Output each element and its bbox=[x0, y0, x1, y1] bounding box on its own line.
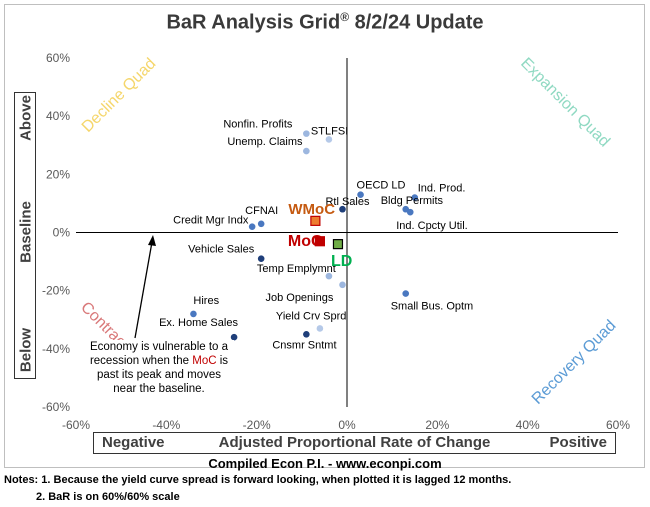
data-point-label: Small Bus. Optm bbox=[391, 301, 474, 313]
x-tick-label: -60% bbox=[62, 418, 90, 432]
y-axis-label-box bbox=[14, 92, 36, 379]
data-point bbox=[257, 220, 265, 228]
data-point bbox=[339, 205, 346, 213]
y-tick-label: -60% bbox=[42, 400, 70, 414]
x-tick-label: 20% bbox=[425, 418, 449, 432]
data-point bbox=[303, 330, 310, 338]
data-point-label: Nonfin. Profits bbox=[223, 119, 293, 131]
data-point-label: Job Openings bbox=[265, 292, 333, 304]
data-point-label: Cnsmr Sntmt bbox=[272, 339, 336, 351]
summary-marker bbox=[310, 215, 321, 226]
data-point bbox=[316, 325, 324, 332]
data-point bbox=[325, 136, 333, 143]
x-tick-label: 0% bbox=[338, 418, 356, 432]
data-point bbox=[230, 333, 238, 341]
summary-marker-label: LD bbox=[331, 253, 352, 270]
x-label-negative: Negative bbox=[102, 434, 165, 451]
y-tick-label: 20% bbox=[46, 167, 70, 181]
annotation-line-3: past its peak and moves bbox=[96, 369, 221, 381]
data-point bbox=[325, 272, 333, 280]
data-point-label: Temp Emplymnt bbox=[257, 263, 336, 275]
summary-marker-label: WMoC bbox=[288, 201, 335, 218]
data-point bbox=[357, 191, 364, 198]
data-point-label: Hires bbox=[193, 295, 219, 307]
summary-marker bbox=[314, 236, 325, 247]
y-tick-label: 40% bbox=[46, 109, 70, 123]
annotation-box: Economy is vulnerable to a recession whe… bbox=[84, 340, 234, 396]
y-tick-label: -40% bbox=[42, 342, 70, 356]
data-point bbox=[402, 290, 410, 297]
y-label-below: Below bbox=[17, 327, 35, 373]
data-point bbox=[257, 255, 265, 262]
annotation-line-1: Economy is vulnerable to a bbox=[89, 341, 229, 353]
quadrant-label-expansion: Expansion Quad bbox=[517, 55, 613, 151]
annotation-line-2: recession when the MoC is bbox=[89, 355, 229, 367]
annotation-arrow-head bbox=[148, 235, 156, 246]
data-point-label: Yield Crv Sprd bbox=[276, 310, 347, 322]
x-axis-title: Adjusted Proportional Rate of Change bbox=[218, 434, 491, 451]
quadrant-label-recovery: Recovery Quad bbox=[529, 317, 620, 408]
data-point bbox=[339, 281, 346, 289]
x-tick-label: -20% bbox=[243, 418, 271, 432]
y-tick-label: 0% bbox=[53, 226, 71, 240]
y-tick-label: 60% bbox=[46, 51, 70, 65]
data-point-label: Ex. Home Sales bbox=[159, 317, 238, 329]
note-2: 2. BaR is on 60%/60% scale bbox=[36, 491, 180, 503]
data-point bbox=[248, 223, 256, 230]
data-point-label: Vehicle Sales bbox=[188, 244, 255, 256]
data-point-label: Ind. Prod. bbox=[418, 183, 466, 195]
chart-frame bbox=[4, 4, 645, 468]
y-label-above: Above bbox=[17, 95, 35, 141]
note-1: Notes: 1. Because the yield curve spread… bbox=[4, 474, 512, 486]
credit-line: Compiled Econ P.I. - www.econpi.com bbox=[208, 456, 442, 471]
data-point bbox=[406, 208, 414, 216]
y-tick-label: -20% bbox=[42, 284, 70, 298]
data-point-label: Bldg Permits bbox=[381, 195, 444, 207]
data-point bbox=[411, 194, 419, 201]
annotation-line-4: near the baseline. bbox=[113, 383, 205, 395]
data-point-label: STLFSI bbox=[311, 125, 348, 137]
data-point bbox=[190, 310, 197, 318]
x-tick-label: 40% bbox=[516, 418, 540, 432]
summary-marker bbox=[332, 239, 344, 250]
data-point bbox=[303, 147, 310, 155]
x-tick-label: 60% bbox=[606, 418, 630, 432]
data-point-label: Unemp. Claims bbox=[227, 136, 303, 148]
y-label-baseline: Baseline bbox=[17, 201, 35, 263]
x-label-positive: Positive bbox=[549, 434, 607, 451]
quadrant-label-decline: Decline Quad bbox=[79, 55, 160, 136]
data-point bbox=[303, 130, 310, 137]
data-point-label: Ind. Cpcty Util. bbox=[396, 220, 468, 232]
chart-title: BaR Analysis Grid® 8/2/24 Update bbox=[166, 10, 484, 34]
data-point-label: Credit Mgr Indx bbox=[173, 215, 249, 227]
data-point-label: CFNAI bbox=[245, 205, 278, 217]
x-tick-label: -40% bbox=[152, 418, 180, 432]
annotation-arrow-line bbox=[134, 241, 153, 339]
data-point-label: Rtl Sales bbox=[325, 196, 370, 208]
summary-marker-label: MoC bbox=[288, 233, 323, 250]
x-axis-label-box: Adjusted Proportional Rate of Change Neg… bbox=[93, 432, 616, 454]
data-point-label: OECD LD bbox=[357, 180, 406, 192]
